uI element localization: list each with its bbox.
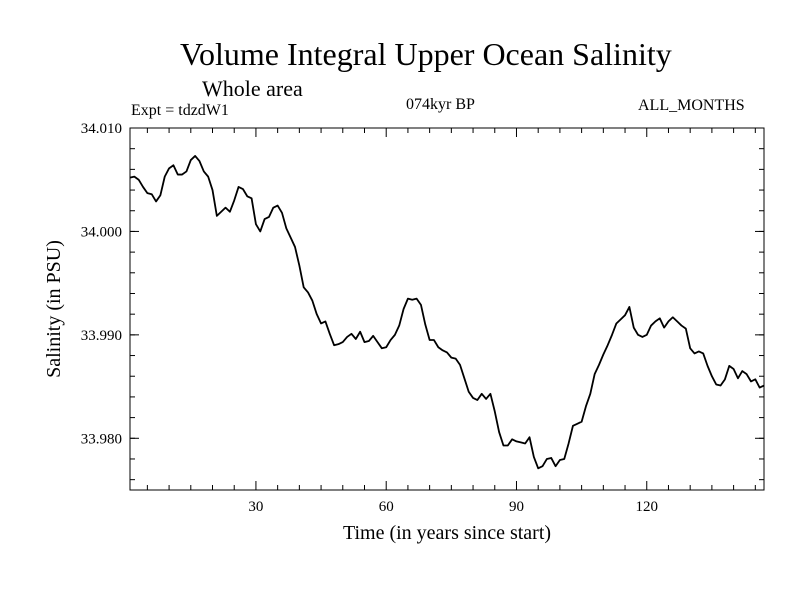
y-tick-label: 33.980 <box>81 431 122 447</box>
months-label: ALL_MONTHS <box>638 97 745 114</box>
x-tick-label: 90 <box>509 499 524 515</box>
y-tick-label: 34.010 <box>81 121 122 137</box>
x-tick-label: 30 <box>248 499 263 515</box>
chart-title: Volume Integral Upper Ocean Salinity <box>180 36 672 72</box>
period-label: 074kyr BP <box>406 96 475 113</box>
chart-subtitle: Whole area <box>202 76 303 101</box>
plot-frame <box>129 127 765 491</box>
tick-labels: 30 60 90 120 33.980 33.990 34.000 34.010 <box>81 121 658 515</box>
y-tick-label: 34.000 <box>81 224 122 240</box>
y-tick-label: 33.990 <box>81 328 122 344</box>
x-axis-label: Time (in years since start) <box>343 522 551 544</box>
x-tick-label: 60 <box>379 499 394 515</box>
x-tick-label: 120 <box>636 499 659 515</box>
tick-marks <box>130 127 764 490</box>
experiment-label: Expt = tdzdW1 <box>131 102 229 119</box>
y-axis-label: Salinity (in PSU) <box>43 240 65 378</box>
series-line-salinity <box>129 155 765 470</box>
